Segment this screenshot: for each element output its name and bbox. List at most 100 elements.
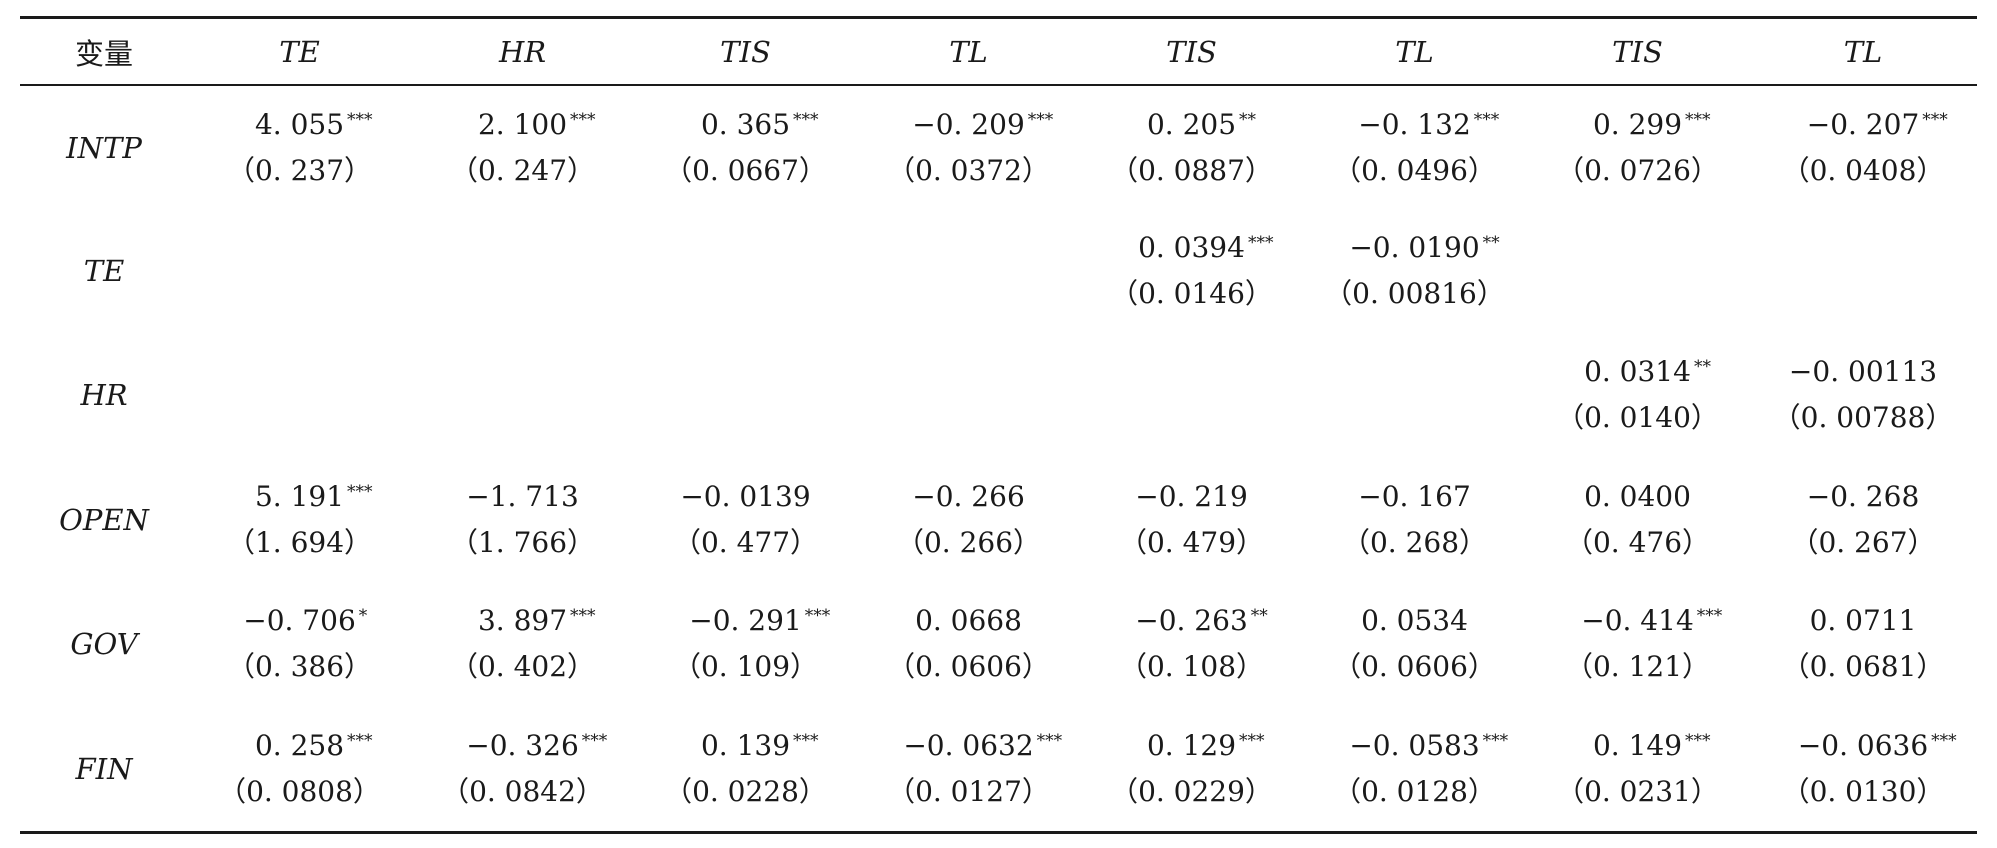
table-cell xyxy=(634,333,857,458)
coefficient-value: −0. 263 xyxy=(1135,604,1248,638)
table-cell xyxy=(857,333,1080,458)
header-col-8: TL xyxy=(1843,34,1883,69)
coefficient: 0. 0534 xyxy=(1361,602,1468,640)
coefficient-value: −0. 0190 xyxy=(1349,230,1480,264)
coefficient: 0. 149 *** xyxy=(1592,727,1711,765)
header-col-2: HR xyxy=(498,34,547,69)
coefficient-value: −1. 713 xyxy=(466,479,579,513)
standard-error: （0. 267） xyxy=(1790,525,1936,559)
coefficient-value: 4. 055 xyxy=(254,108,345,142)
cell-content: −0. 0583 *** （0. 0128） xyxy=(1303,727,1526,811)
table-cell: 0. 0314 ** （0. 0140） xyxy=(1526,333,1749,458)
coefficient-value: −0. 00113 xyxy=(1788,355,1938,389)
coefficient-value: 2. 100 xyxy=(477,108,568,142)
coefficient: −0. 0139 xyxy=(680,478,810,516)
table-cell: 4. 055 *** （0. 237） xyxy=(188,84,411,209)
table-cell: 0. 0668 （0. 0606） xyxy=(857,582,1080,707)
table-cell: −0. 291 *** （0. 109） xyxy=(634,582,857,707)
coefficient-value: 0. 0314 xyxy=(1584,355,1691,389)
cell-content: −1. 713 （1. 766） xyxy=(411,478,634,562)
standard-error: （0. 0372） xyxy=(887,154,1050,188)
cell-content: 0. 129 *** （0. 0229） xyxy=(1080,727,1303,811)
standard-error: （0. 0842） xyxy=(441,774,604,808)
table-cell xyxy=(188,333,411,458)
table-cell: −0. 414 *** （0. 121） xyxy=(1526,582,1749,707)
coefficient: 0. 139 *** xyxy=(701,727,819,765)
table-cell: 0. 0394 *** （0. 0146） xyxy=(1080,209,1303,334)
row-variable-name: OPEN xyxy=(59,502,149,537)
coefficient-value: 0. 365 xyxy=(700,108,791,142)
coefficient: −0. 207 *** xyxy=(1807,106,1948,144)
standard-error: （0. 0146） xyxy=(1110,276,1273,310)
standard-error: （0. 266） xyxy=(895,525,1042,559)
coefficient-value: −0. 219 xyxy=(1135,479,1248,513)
significance-stars: *** xyxy=(1685,110,1711,131)
significance-stars: *** xyxy=(581,730,608,751)
significance-stars: *** xyxy=(570,606,596,627)
standard-error: （0. 386） xyxy=(226,650,373,684)
table-cell: −0. 0636 *** （0. 0130） xyxy=(1749,707,1977,832)
coefficient: 0. 299 *** xyxy=(1592,106,1711,144)
standard-error: （0. 0496） xyxy=(1333,154,1496,188)
table-cell xyxy=(411,333,634,458)
table-cell: 0. 0534 （0. 0606） xyxy=(1303,582,1526,707)
significance-stars: ** xyxy=(1482,232,1500,253)
coefficient-value: −0. 0583 xyxy=(1349,728,1480,762)
cell-content: −0. 0636 *** （0. 0130） xyxy=(1749,727,1977,811)
table-row: GOV −0. 706 * （0. 386） 3. 897 *** （0. 402） −0. … xyxy=(20,582,1977,707)
standard-error: （0. 109） xyxy=(672,650,819,684)
table-cell xyxy=(1526,209,1749,334)
table-top-rule xyxy=(20,16,1977,19)
table-cell xyxy=(634,209,857,334)
coefficient-value: 0. 258 xyxy=(254,728,345,762)
cell-content: −0. 132 *** （0. 0496） xyxy=(1303,106,1526,190)
standard-error: （0. 476） xyxy=(1564,525,1711,559)
standard-error: （0. 247） xyxy=(449,154,596,188)
table-cell: 5. 191 *** （1. 694） xyxy=(188,458,411,583)
significance-stars: ** xyxy=(1239,110,1257,131)
table-cell: 0. 129 *** （0. 0229） xyxy=(1080,707,1303,832)
cell-content: −0. 209 *** （0. 0372） xyxy=(857,106,1080,190)
coefficient-value: 0. 299 xyxy=(1592,108,1683,142)
cell-content: −0. 414 *** （0. 121） xyxy=(1526,602,1749,686)
standard-error: （0. 0130） xyxy=(1781,774,1945,808)
table-row: FIN 0. 258 *** （0. 0808） −0. 326 *** （0. 0842）… xyxy=(20,707,1977,832)
coefficient-value: −0. 209 xyxy=(912,108,1025,142)
cell-content: 4. 055 *** （0. 237） xyxy=(188,106,411,190)
standard-error: （0. 0667） xyxy=(664,154,827,188)
coefficient-value: 0. 0534 xyxy=(1361,604,1468,638)
significance-stars: *** xyxy=(347,110,373,131)
table-bottom-rule xyxy=(20,831,1977,834)
coefficient: −0. 167 xyxy=(1358,478,1471,516)
significance-stars: ** xyxy=(1693,357,1711,378)
coefficient: −0. 0632 *** xyxy=(903,727,1062,765)
standard-error: （1. 694） xyxy=(226,525,373,559)
cell-content: −0. 0139 （0. 477） xyxy=(634,478,857,562)
coefficient-value: −0. 132 xyxy=(1358,108,1471,142)
row-variable-name: TE xyxy=(83,253,125,288)
header-col-6: TL xyxy=(1395,34,1434,69)
row-variable-name: GOV xyxy=(70,627,138,662)
cell-content: 0. 139 *** （0. 0228） xyxy=(634,727,857,811)
header-col-3: TIS xyxy=(720,34,771,69)
table-cell: 0. 0711 （0. 0681） xyxy=(1749,582,1977,707)
cell-content: −0. 263 ** （0. 108） xyxy=(1080,602,1303,686)
table-header: 变量 TE HR TIS TL TIS TL TIS TL xyxy=(20,19,1977,84)
cell-content: −0. 291 *** （0. 109） xyxy=(634,602,857,686)
coefficient: −0. 219 xyxy=(1135,478,1248,516)
table-cell: −0. 132 *** （0. 0496） xyxy=(1303,84,1526,209)
table-cell: 0. 365 *** （0. 0667） xyxy=(634,84,857,209)
table-cell: −0. 207 *** （0. 0408） xyxy=(1749,84,1977,209)
table-row: TE 0. 0394 *** （0. 0146） −0. 0190 ** （0. 00816… xyxy=(20,209,1977,334)
coefficient: 0. 0400 xyxy=(1584,478,1691,516)
coefficient: 2. 100 *** xyxy=(477,106,596,144)
coefficient: 0. 258 *** xyxy=(254,727,373,765)
table-cell: −0. 219 （0. 479） xyxy=(1080,458,1303,583)
standard-error: （0. 0140） xyxy=(1556,401,1719,435)
coefficient: 0. 0711 xyxy=(1810,602,1917,640)
coefficient-value: −0. 266 xyxy=(912,479,1025,513)
significance-stars: *** xyxy=(1036,730,1063,751)
row-variable-name: HR xyxy=(80,378,128,413)
coefficient-value: 0. 149 xyxy=(1592,728,1683,762)
cell-content: 2. 100 *** （0. 247） xyxy=(411,106,634,190)
